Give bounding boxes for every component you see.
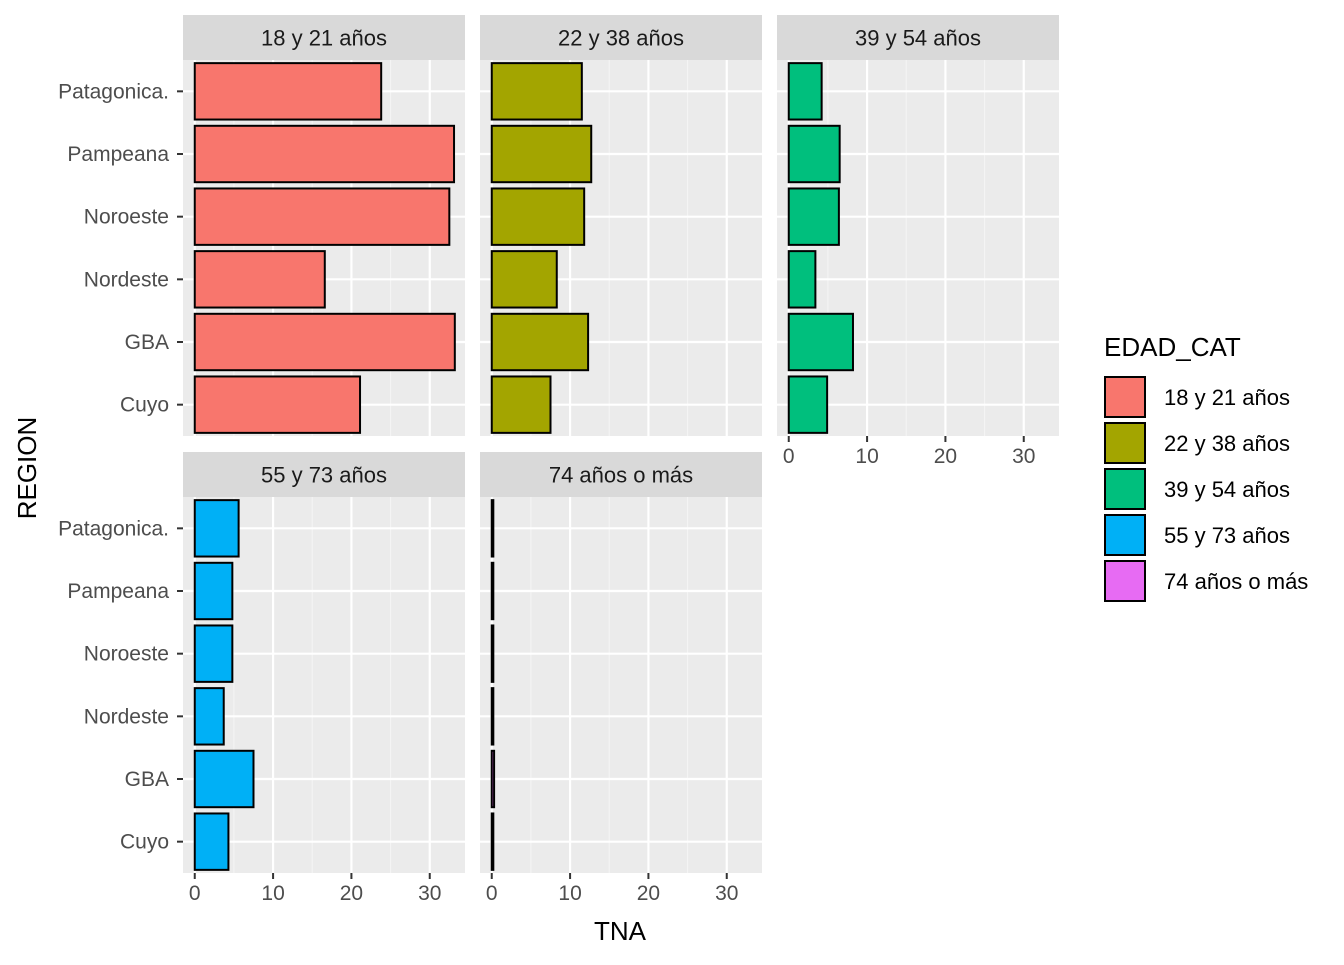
facet-strip bbox=[777, 15, 1059, 60]
panel-background bbox=[183, 60, 465, 436]
y-tick-label: GBA bbox=[125, 331, 169, 354]
y-tick-label: Nordeste bbox=[84, 268, 169, 291]
legend-label: 39 y 54 años bbox=[1164, 477, 1290, 502]
y-tick-label: Noroeste bbox=[84, 643, 169, 666]
y-tick-label: GBA bbox=[125, 768, 169, 791]
legend-swatch-18-y-21-anos bbox=[1104, 376, 1146, 418]
bar-cuyo bbox=[490, 375, 552, 434]
x-tick-label: 20 bbox=[934, 445, 957, 468]
bar-noroeste bbox=[787, 187, 840, 246]
x-tick-label: 0 bbox=[189, 882, 201, 905]
x-tick-label: 10 bbox=[558, 882, 581, 905]
bar-nordeste bbox=[490, 250, 558, 309]
panel-background bbox=[777, 60, 1059, 436]
y-tick-label: Pampeana bbox=[67, 580, 169, 603]
bar-pampeana bbox=[490, 561, 495, 621]
facet-panel-55-y-73-anos: 55 y 73 años bbox=[183, 452, 465, 873]
panel-background bbox=[183, 497, 465, 873]
legend: EDAD_CAT 18 y 21 años 22 y 38 años 39 y 54… bbox=[1104, 332, 1308, 602]
bar-pampeana bbox=[193, 124, 456, 184]
x-tick-label: 30 bbox=[1012, 445, 1035, 468]
facet-panel-22-y-38-anos: 22 y 38 años bbox=[480, 15, 762, 436]
x-tick-label: 10 bbox=[855, 445, 878, 468]
legend-swatch-39-y-54-anos bbox=[1104, 468, 1146, 510]
x-tick-label: 0 bbox=[486, 882, 498, 905]
bar-noroeste bbox=[490, 624, 495, 683]
bar-gba bbox=[490, 312, 590, 372]
legend-swatch-74-anos-o-mas bbox=[1104, 560, 1146, 602]
facet-strip bbox=[183, 452, 465, 497]
bar-cuyo bbox=[193, 375, 362, 434]
bar-patagonica bbox=[193, 499, 240, 558]
bar-noroeste bbox=[193, 187, 451, 246]
panel-background bbox=[480, 60, 762, 436]
bar-pampeana bbox=[193, 561, 234, 621]
bar-gba bbox=[193, 312, 456, 372]
facet-strip-label: 74 años o más bbox=[549, 463, 693, 488]
legend-label: 18 y 21 años bbox=[1164, 385, 1290, 410]
legend-swatch-55-y-73-anos bbox=[1104, 514, 1146, 556]
legend-title: EDAD_CAT bbox=[1104, 332, 1241, 362]
bar-patagonica bbox=[490, 62, 583, 121]
x-tick-label: 20 bbox=[340, 882, 363, 905]
bar-patagonica bbox=[193, 62, 383, 121]
panel-background bbox=[480, 497, 762, 873]
bar-patagonica bbox=[787, 62, 823, 121]
x-tick-label: 30 bbox=[418, 882, 441, 905]
x-axis-title: TNA bbox=[594, 916, 647, 946]
y-tick-label: Patagonica. bbox=[58, 517, 169, 540]
bar-patagonica bbox=[490, 499, 495, 558]
facet-strip bbox=[480, 15, 762, 60]
bar-gba bbox=[193, 749, 255, 809]
bar-nordeste bbox=[193, 687, 225, 746]
x-tick-label: 20 bbox=[637, 882, 660, 905]
x-tick-label: 30 bbox=[715, 882, 738, 905]
facet-strip-label: 39 y 54 años bbox=[855, 26, 981, 51]
facet-strip-label: 55 y 73 años bbox=[261, 463, 387, 488]
bar-cuyo bbox=[787, 375, 829, 434]
bar-pampeana bbox=[787, 124, 841, 184]
y-tick-label: Cuyo bbox=[120, 831, 169, 854]
bar-gba bbox=[787, 312, 854, 372]
legend-label: 74 años o más bbox=[1164, 569, 1308, 594]
y-axis-title: REGION bbox=[12, 417, 42, 520]
y-tick-label: Patagonica. bbox=[58, 80, 169, 103]
facet-panel-18-y-21-anos: 18 y 21 años bbox=[183, 15, 465, 436]
facet-strip bbox=[183, 15, 465, 60]
bar-cuyo bbox=[490, 812, 495, 871]
y-tick-label: Cuyo bbox=[120, 394, 169, 417]
legend-swatch-22-y-38-anos bbox=[1104, 422, 1146, 464]
bar-cuyo bbox=[193, 812, 230, 871]
facet-strip bbox=[480, 452, 762, 497]
bar-gba bbox=[490, 749, 496, 809]
y-tick-label: Pampeana bbox=[67, 143, 169, 166]
bar-noroeste bbox=[193, 624, 234, 683]
facet-strip-label: 18 y 21 años bbox=[261, 26, 387, 51]
panels-layer: 18 y 21 años 22 y 38 años 39 y 54 años 55 y… bbox=[183, 15, 1059, 873]
bar-nordeste bbox=[193, 250, 326, 309]
bar-nordeste bbox=[490, 687, 495, 746]
facet-strip-label: 22 y 38 años bbox=[558, 26, 684, 51]
legend-label: 55 y 73 años bbox=[1164, 523, 1290, 548]
facet-panel-74-anos-o-mas: 74 años o más bbox=[480, 452, 762, 873]
legend-label: 22 y 38 años bbox=[1164, 431, 1290, 456]
axes-layer: Patagonica. Pampeana Noroeste Nordeste GBA Cu… bbox=[58, 80, 1035, 905]
y-tick-label: Nordeste bbox=[84, 705, 169, 728]
facet-panel-39-y-54-anos: 39 y 54 años bbox=[777, 15, 1059, 436]
bar-nordeste bbox=[787, 250, 817, 309]
y-tick-label: Noroeste bbox=[84, 206, 169, 229]
x-tick-label: 10 bbox=[261, 882, 284, 905]
x-tick-label: 0 bbox=[783, 445, 795, 468]
bar-pampeana bbox=[490, 124, 593, 184]
bar-noroeste bbox=[490, 187, 586, 246]
